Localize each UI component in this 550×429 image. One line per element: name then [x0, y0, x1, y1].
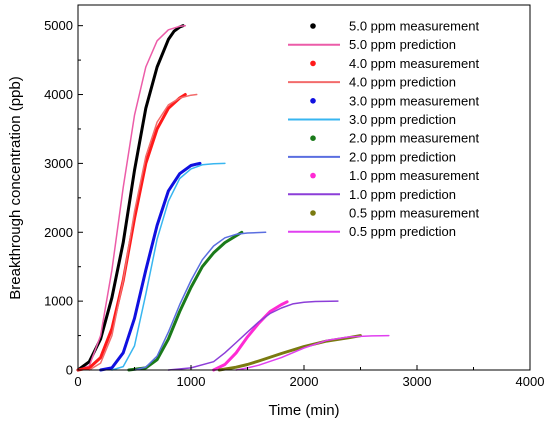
legend-marker — [310, 98, 316, 104]
series-line-3 — [88, 93, 198, 371]
legend-label: 4.0 ppm measurement — [349, 56, 479, 71]
legend-label: 3.0 ppm measurement — [349, 93, 479, 108]
series-line-9 — [167, 300, 339, 371]
y-tick-label: 1000 — [44, 294, 73, 309]
series-line-8 — [212, 300, 289, 372]
plot-lines — [76, 24, 390, 372]
y-tick-label: 4000 — [44, 87, 73, 102]
series-line-10 — [217, 334, 362, 372]
y-tick-label: 0 — [66, 363, 73, 378]
series-line-7 — [133, 231, 267, 371]
legend: 5.0 ppm measurement 5.0 ppm prediction 4.0… — [288, 19, 479, 239]
y-axis-title: Breakthrough concentration (ppb) — [7, 76, 24, 299]
legend-label: 3.0 ppm prediction — [349, 112, 456, 127]
legend-label: 1.0 ppm prediction — [349, 187, 456, 202]
legend-label: 2.0 ppm measurement — [349, 131, 479, 146]
legend-label: 1.0 ppm measurement — [349, 168, 479, 183]
series-line-1 — [77, 24, 187, 371]
x-axis-title: Time (min) — [268, 402, 339, 419]
legend-label: 2.0 ppm prediction — [349, 149, 456, 164]
series-line-4 — [99, 161, 202, 372]
legend-label: 0.5 ppm measurement — [349, 206, 479, 221]
legend-marker — [310, 172, 316, 179]
y-tick-label: 3000 — [44, 156, 73, 171]
legend-marker — [310, 23, 316, 29]
y-tick-label: 2000 — [44, 225, 73, 240]
y-axis-ticks: 0 1000 2000 3000 4000 5000 — [44, 18, 83, 378]
x-tick-label: 3000 — [403, 374, 432, 389]
legend-label: 5.0 ppm measurement — [349, 19, 479, 34]
series-line-2 — [76, 93, 187, 372]
x-tick-label: 1000 — [177, 374, 206, 389]
x-tick-label: 0 — [74, 374, 81, 389]
legend-label: 0.5 ppm prediction — [349, 224, 456, 239]
x-axis-ticks: 0 1000 2000 3000 4000 — [74, 365, 544, 389]
x-tick-label: 4000 — [516, 374, 545, 389]
y-tick-label: 5000 — [44, 18, 73, 33]
legend-marker — [310, 135, 316, 141]
legend-marker — [310, 210, 316, 216]
series-line-5 — [111, 162, 226, 371]
series-line-6 — [127, 230, 244, 372]
legend-label: 5.0 ppm prediction — [349, 37, 456, 52]
legend-label: 4.0 ppm prediction — [349, 75, 456, 90]
legend-marker — [310, 60, 316, 67]
series-line-11 — [235, 334, 390, 371]
x-tick-label: 2000 — [290, 374, 319, 389]
